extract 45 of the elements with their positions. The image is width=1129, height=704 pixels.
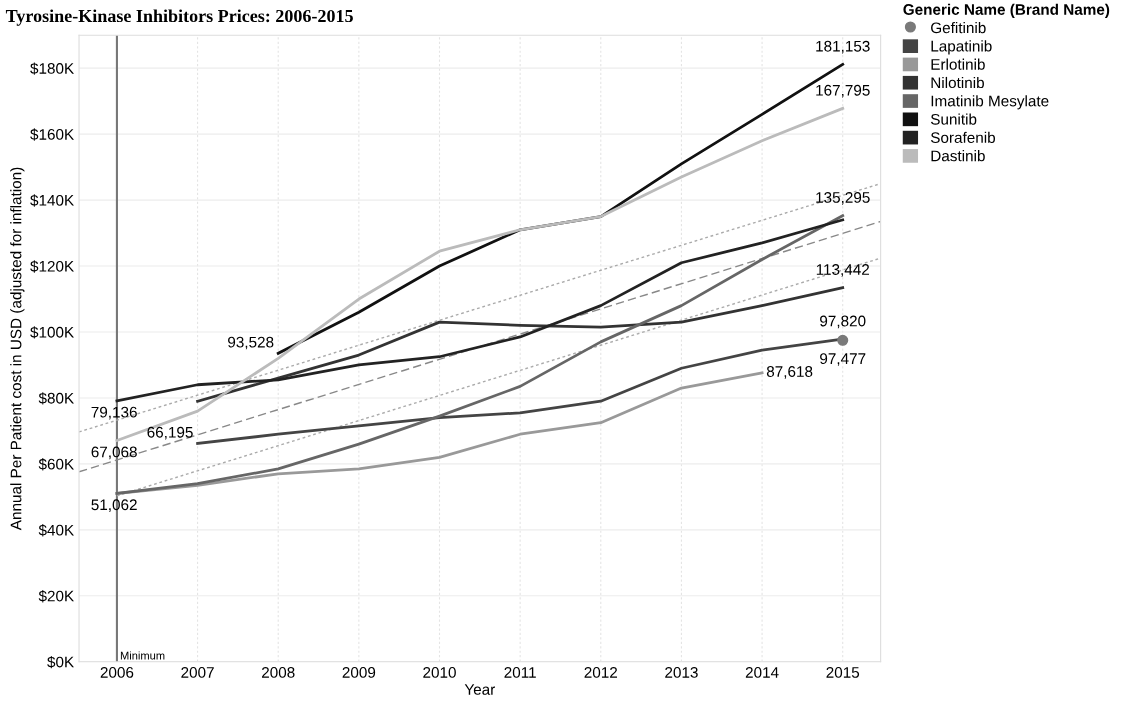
- y-tick-label: $140K: [30, 194, 74, 207]
- annotation: 181,153: [816, 40, 870, 54]
- y-tick-label: $180K: [30, 62, 74, 75]
- annotation: 97,820: [820, 315, 866, 329]
- legend-label: Imatinib Mesylate: [931, 95, 1049, 110]
- annotation: 135,295: [816, 192, 870, 205]
- legend-label: Nilotinib: [931, 76, 984, 89]
- ref-line-label: Minimum: [120, 651, 165, 660]
- x-tick-label: 2012: [584, 667, 618, 678]
- x-tick-label: 2009: [342, 667, 376, 678]
- annotation: 97,477: [820, 353, 866, 366]
- annotation: 93,528: [228, 336, 274, 350]
- legend-label: Sunitib: [930, 113, 977, 125]
- chart-title: Tyrosine-Kinase Inhibitors Prices: 2006-2015: [5, 9, 353, 26]
- y-tick-label: $120K: [30, 260, 74, 273]
- y-tick-label: $40K: [38, 524, 74, 537]
- annotation: 67,068: [91, 446, 137, 460]
- y-tick-label: $160K: [30, 128, 74, 141]
- x-tick-label: 2007: [181, 667, 214, 678]
- y-axis-title: Annual Per Patient cost in USD (adjusted for inflation): [10, 167, 25, 531]
- y-tick-label: $60K: [38, 458, 74, 471]
- annotation: 51,062: [91, 499, 137, 512]
- annotation: 79,136: [91, 406, 137, 420]
- y-tick-label: $80K: [38, 392, 74, 405]
- annotation: 87,618: [766, 366, 813, 379]
- x-tick-label: 2014: [745, 667, 779, 678]
- legend-label: Gefitinib: [931, 22, 986, 34]
- annotation: 167,795: [816, 84, 870, 98]
- legend-label: Erlotinib: [931, 58, 985, 70]
- legend-title: Generic Name (Brand Name): [903, 3, 1110, 18]
- x-tick-label: 2010: [423, 667, 456, 678]
- annotation: 113,442: [816, 264, 869, 277]
- x-tick-label: 2013: [665, 667, 698, 678]
- x-tick-label: 2015: [826, 667, 860, 678]
- y-tick-label: $100K: [30, 326, 74, 339]
- x-tick-label: 2008: [261, 667, 295, 678]
- legend-label: Sorafenib: [930, 131, 996, 144]
- x-tick-label: 2011: [504, 667, 536, 678]
- annotation: 66,195: [147, 426, 193, 440]
- legend-label: Dastinib: [931, 150, 985, 162]
- y-tick-label: $0K: [47, 655, 74, 669]
- x-axis-title: Year: [464, 684, 496, 695]
- y-tick-label: $20K: [38, 590, 74, 603]
- legend-label: Lapatinib: [931, 40, 992, 55]
- x-tick-label: 2006: [100, 667, 134, 678]
